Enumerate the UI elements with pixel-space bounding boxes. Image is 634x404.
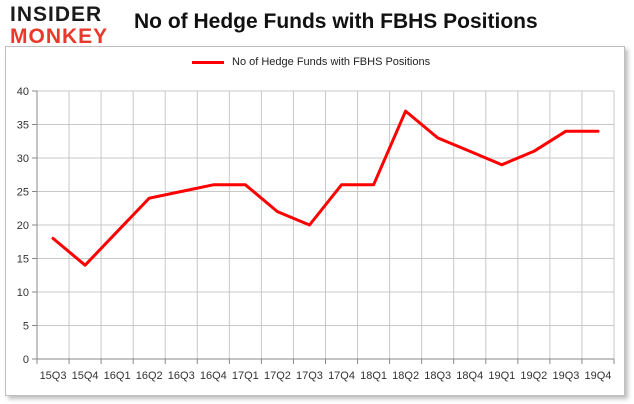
y-tick-label: 25 [17, 187, 29, 199]
x-tick-label: 16Q4 [200, 370, 227, 382]
y-tick-label: 5 [23, 321, 29, 333]
y-tick-label: 0 [23, 354, 29, 366]
x-tick-label: 17Q3 [296, 370, 323, 382]
x-tick-label: 17Q2 [264, 370, 291, 382]
x-tick-label: 19Q1 [488, 370, 515, 382]
logo-text-insider: INSIDER [10, 3, 103, 26]
x-tick-label: 19Q4 [585, 370, 612, 382]
x-tick-label: 19Q2 [520, 370, 547, 382]
y-tick-label: 40 [17, 86, 29, 98]
x-tick-label: 18Q4 [456, 370, 483, 382]
chart-title: No of Hedge Funds with FBHS Positions [134, 10, 538, 33]
series-line [51, 109, 600, 267]
legend-label: No of Hedge Funds with FBHS Positions [232, 56, 431, 68]
x-tick-label: 16Q3 [168, 370, 195, 382]
x-tick-label: 18Q2 [392, 370, 419, 382]
chart-legend: No of Hedge Funds with FBHS Positions [192, 55, 430, 69]
x-tick-label: 19Q3 [552, 370, 579, 382]
x-tick-label: 18Q1 [360, 370, 387, 382]
y-tick-label: 10 [17, 287, 29, 299]
x-tick-label: 16Q2 [136, 370, 163, 382]
chart-frame [5, 46, 625, 396]
x-tick-label: 16Q1 [104, 370, 131, 382]
y-tick-label: 20 [17, 220, 29, 232]
legend-swatch [192, 60, 224, 64]
x-tick-label: 15Q3 [40, 370, 67, 382]
x-tick-label: 17Q4 [328, 370, 355, 382]
x-tick-label: 17Q1 [232, 370, 259, 382]
y-tick-label: 15 [17, 254, 29, 266]
x-tick-label: 15Q4 [72, 370, 99, 382]
insider-monkey-logo: INSIDER MONKEY [10, 4, 120, 50]
y-tick-label: 30 [17, 153, 29, 165]
y-tick-label: 35 [17, 120, 29, 132]
x-tick-label: 18Q3 [424, 370, 451, 382]
logo-text-monkey: MONKEY [10, 25, 109, 48]
